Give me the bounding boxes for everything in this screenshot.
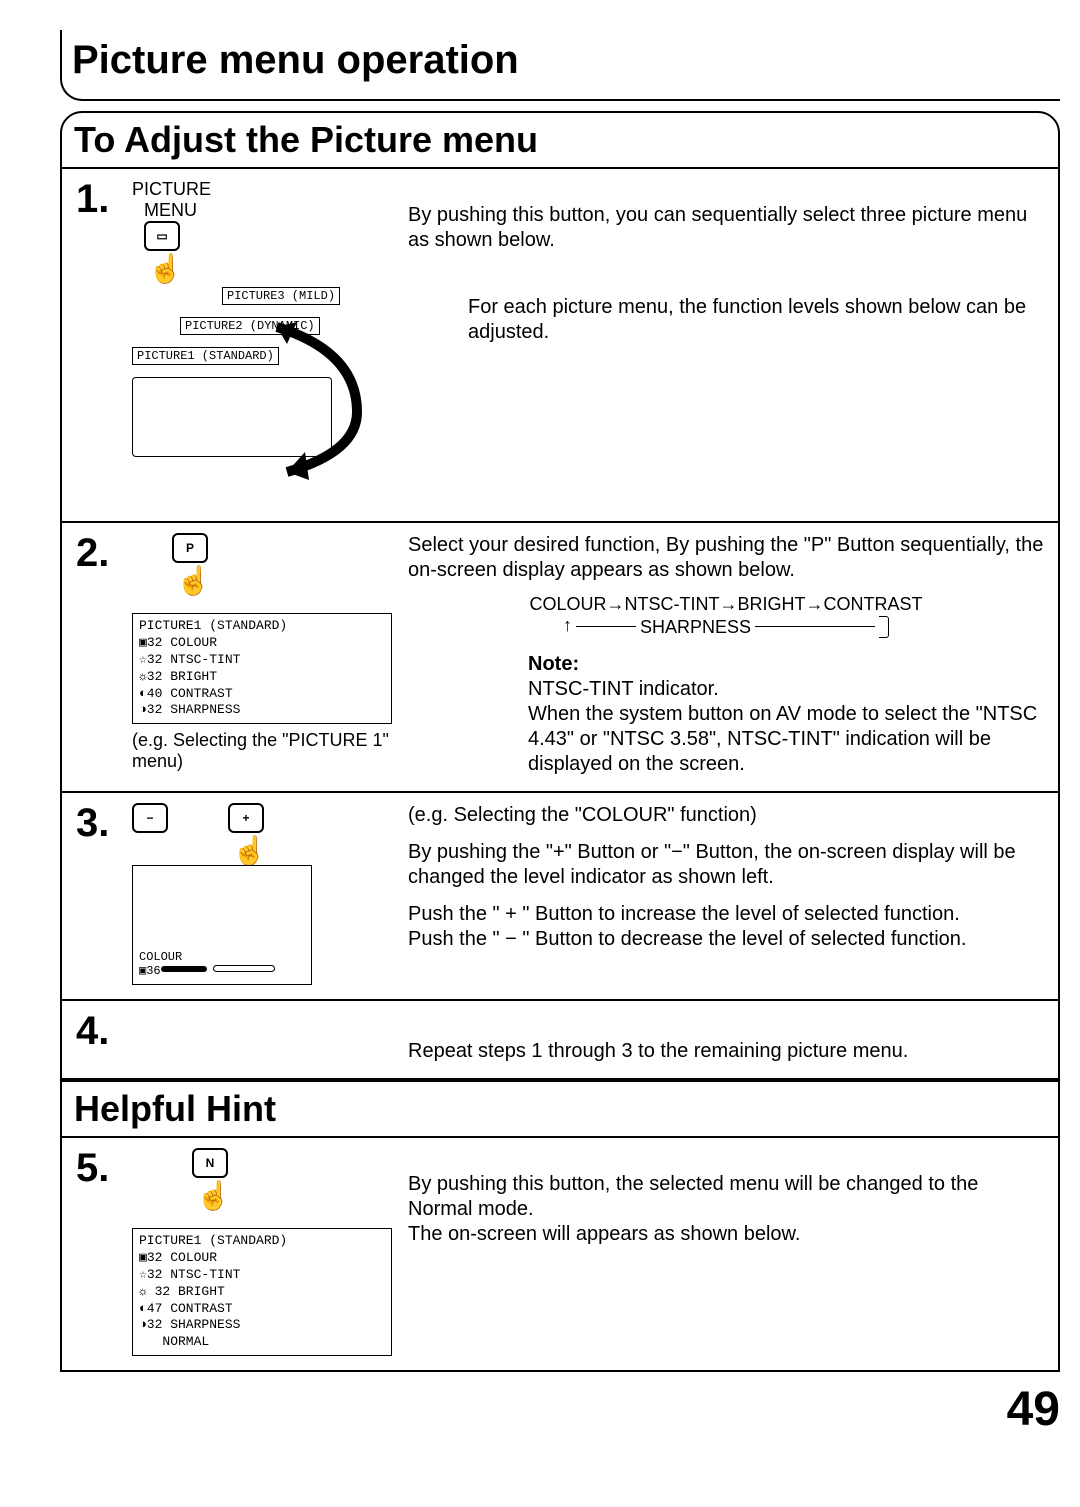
note-label: Note: (528, 652, 1044, 677)
osd-title: PICTURE1 (STANDARD) (139, 618, 287, 633)
osd-display: PICTURE1 (STANDARD) ▣32 COLOUR ☆32 NTSC-… (132, 1228, 392, 1356)
step-number: 3. (76, 803, 116, 985)
plus-button: + (228, 803, 264, 833)
p-button: P (172, 533, 208, 563)
osd-display: PICTURE1 (STANDARD) ▣32 COLOUR ☆32 NTSC-… (132, 613, 392, 724)
cycle-line-1: COLOUR→NTSC-TINT→BRIGHT→CONTRAST (408, 593, 1044, 616)
step-left (132, 1011, 392, 1064)
step-text: Select your desired function, By pushing… (408, 533, 1044, 777)
osd-lines: ▣32 COLOUR ☆32 NTSC-TINT ☼32 BRIGHT ◐40 … (139, 635, 240, 718)
step1-text-1: By pushing this button, you can sequenti… (408, 203, 1044, 253)
step-left: P ☝ PICTURE1 (STANDARD) ▣32 COLOUR ☆32 N… (132, 533, 392, 777)
step4-text-1: Repeat steps 1 through 3 to the remainin… (408, 1039, 1044, 1064)
step-left: N ☝ PICTURE1 (STANDARD) ▣32 COLOUR ☆32 N… (132, 1148, 392, 1356)
step2-caption: (e.g. Selecting the "PICTURE 1" menu) (132, 730, 392, 772)
section-title: To Adjust the Picture menu (62, 113, 1058, 169)
step-text: By pushing this button, the selected men… (408, 1148, 1044, 1356)
picture-menu-button: ▭ (144, 221, 180, 251)
page-number: 49 (60, 1382, 1060, 1437)
step-number: 5. (76, 1148, 116, 1356)
hand-icon: ☝ (232, 837, 267, 865)
step-number: 1. (76, 179, 116, 507)
step-text: (e.g. Selecting the "COLOUR" function) B… (408, 803, 1044, 985)
hand-icon: ☝ (176, 567, 392, 595)
hand-icon: ☝ (148, 255, 392, 283)
hand-icon: ☝ (196, 1182, 392, 1210)
curved-arrow-icon (267, 322, 377, 482)
step-2: 2. P ☝ PICTURE1 (STANDARD) ▣32 COLOUR ☆3… (62, 523, 1058, 793)
level-caption: COLOUR ▣36 (139, 951, 281, 978)
step-text: Repeat steps 1 through 3 to the remainin… (408, 1011, 1044, 1064)
cycle-sharpness-row: ↑ SHARPNESS (408, 616, 1044, 639)
picture-menu-label-1: PICTURE (132, 179, 392, 200)
step-3: 3. − + ☝ COLOUR ▣36 (e.g. Selecting the … (62, 793, 1058, 1001)
menu-label-standard: PICTURE1 (STANDARD) (132, 347, 279, 365)
step5-text-1: By pushing this button, the selected men… (408, 1172, 1044, 1222)
note-text-1: NTSC-TINT indicator. (528, 677, 1044, 702)
level-bar (161, 964, 281, 974)
level-name: COLOUR (139, 950, 182, 964)
level-value: ▣36 (139, 964, 161, 978)
step-1: 1. PICTURE MENU ▭ ☝ PICTURE3 (MILD) PICT… (62, 169, 1058, 523)
step3-text-1: (e.g. Selecting the "COLOUR" function) (408, 803, 1044, 828)
step-number: 4. (76, 1011, 116, 1064)
page-title-box: Picture menu operation (60, 30, 1060, 101)
step-left: PICTURE MENU ▭ ☝ PICTURE3 (MILD) PICTURE… (132, 179, 392, 507)
minus-button: − (132, 803, 168, 833)
step-5: 5. N ☝ PICTURE1 (STANDARD) ▣32 COLOUR ☆3… (62, 1138, 1058, 1370)
step3-text-2: By pushing the "+" Button or "−" Button,… (408, 840, 1044, 890)
step2-text-1: Select your desired function, By pushing… (408, 533, 1044, 583)
osd-lines: ▣32 COLOUR ☆32 NTSC-TINT ☼ 32 BRIGHT ◐47… (139, 1250, 240, 1349)
picture-menu-label-2: MENU (144, 200, 392, 221)
note-text-2: When the system button on AV mode to sel… (528, 702, 1044, 777)
step3-text-3: Push the " + " Button to increase the le… (408, 902, 1044, 927)
n-button: N (192, 1148, 228, 1178)
page-title: Picture menu operation (72, 38, 1060, 83)
step3-text-4: Push the " − " Button to decrease the le… (408, 927, 1044, 952)
hint-title: Helpful Hint (62, 1080, 1058, 1138)
cycle-sharpness: SHARPNESS (640, 616, 751, 639)
step5-text-2: The on-screen will appears as shown belo… (408, 1222, 1044, 1247)
step-number: 2. (76, 533, 116, 777)
main-container: To Adjust the Picture menu 1. PICTURE ME… (60, 111, 1060, 1372)
level-display: COLOUR ▣36 (132, 865, 312, 985)
menu-stack: PICTURE3 (MILD) PICTURE2 (DYNAMIC) PICTU… (132, 287, 392, 507)
step-left: − + ☝ COLOUR ▣36 (132, 803, 392, 985)
osd-title: PICTURE1 (STANDARD) (139, 1233, 287, 1248)
menu-label-mild: PICTURE3 (MILD) (222, 287, 340, 305)
step1-text-2: For each picture menu, the function leve… (468, 295, 1044, 345)
step-4: 4. Repeat steps 1 through 3 to the remai… (62, 1001, 1058, 1080)
step-text: By pushing this button, you can sequenti… (408, 179, 1044, 507)
